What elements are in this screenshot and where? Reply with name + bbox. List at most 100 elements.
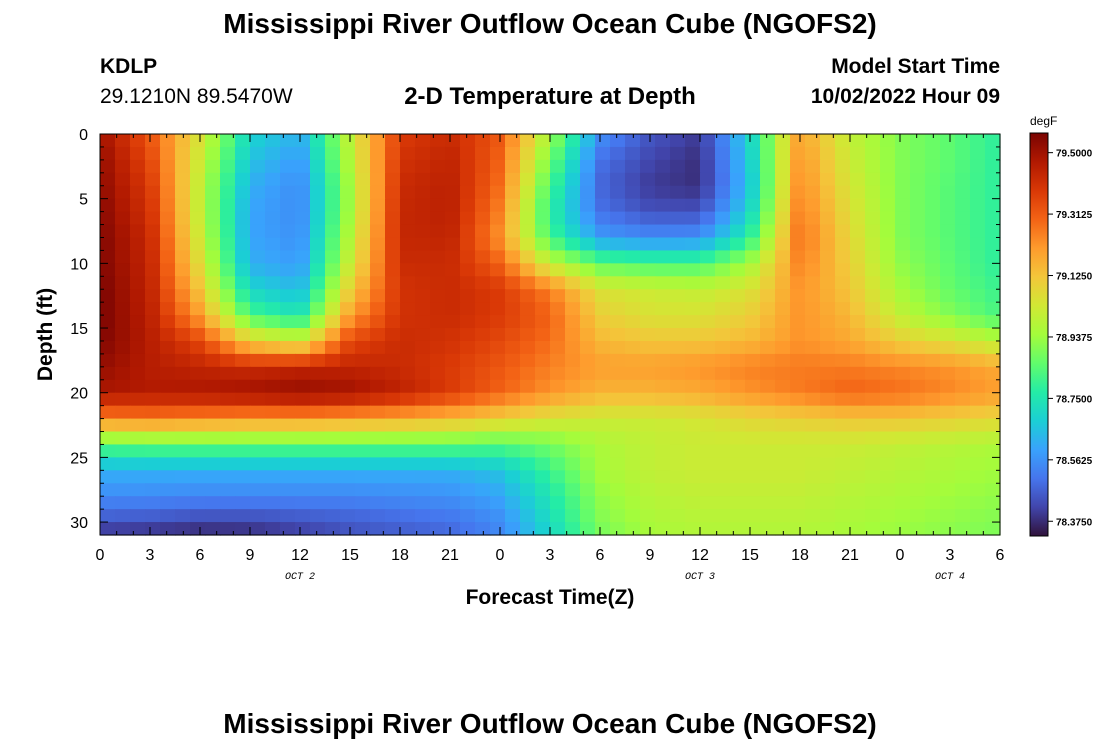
heatmap-cell <box>985 457 1001 471</box>
heatmap-cell <box>340 224 356 239</box>
heatmap-cell <box>385 302 401 316</box>
heatmap-cell <box>835 392 851 407</box>
heatmap-cell <box>100 366 116 381</box>
heatmap-cell <box>550 134 566 148</box>
heatmap-cell <box>280 353 296 368</box>
heatmap-cell <box>655 483 671 497</box>
heatmap-cell <box>475 263 491 277</box>
heatmap-cell <box>715 276 731 290</box>
heatmap-cell <box>490 146 506 161</box>
heatmap-cell <box>295 328 311 342</box>
heatmap-cell <box>760 263 776 277</box>
heatmap-cell <box>985 134 1001 148</box>
heatmap-cell <box>655 224 671 239</box>
heatmap-cell <box>895 224 911 239</box>
heatmap-cell <box>235 276 251 290</box>
heatmap-cell <box>775 198 791 213</box>
heatmap-cell <box>790 159 806 174</box>
heatmap-cell <box>325 198 341 213</box>
heatmap-cell <box>325 172 341 187</box>
heatmap-cell <box>340 289 356 303</box>
heatmap-cell <box>475 172 491 187</box>
heatmap-cell <box>985 250 1001 264</box>
heatmap-cell <box>955 392 971 407</box>
heatmap-cell <box>490 431 506 446</box>
heatmap-cell <box>820 457 836 471</box>
heatmap-cell <box>145 522 161 536</box>
heatmap-cell <box>250 392 266 407</box>
heatmap-cell <box>625 315 641 329</box>
heatmap-cell <box>235 302 251 316</box>
heatmap-cell <box>415 185 431 200</box>
heatmap-cell <box>535 353 551 368</box>
heatmap-cell <box>175 405 191 420</box>
heatmap-cell <box>760 444 776 458</box>
heatmap-cell <box>595 483 611 497</box>
heatmap-cell <box>370 483 386 497</box>
heatmap-cell <box>370 237 386 252</box>
heatmap-cell <box>175 185 191 200</box>
heatmap-cell <box>505 289 521 303</box>
heatmap-cell <box>775 509 791 523</box>
heatmap-cell <box>955 159 971 174</box>
heatmap-cell <box>505 198 521 213</box>
heatmap-cell <box>730 340 746 355</box>
heatmap-cell <box>205 328 221 342</box>
heatmap-cell <box>340 522 356 536</box>
heatmap-cell <box>580 185 596 200</box>
heatmap-cell <box>400 315 416 329</box>
heatmap-cell <box>580 224 596 239</box>
heatmap-cell <box>970 146 986 161</box>
heatmap-cell <box>640 198 656 213</box>
heatmap-cell <box>520 418 536 433</box>
heatmap-cell <box>565 172 581 187</box>
heatmap-cell <box>520 496 536 510</box>
heatmap-cell <box>145 289 161 303</box>
heatmap-cell <box>265 159 281 174</box>
heatmap-cell <box>925 353 941 368</box>
heatmap-cell <box>760 392 776 407</box>
heatmap-cell <box>190 366 206 381</box>
heatmap-cell <box>865 315 881 329</box>
heatmap-cell <box>805 496 821 510</box>
heatmap-cell <box>880 250 896 264</box>
heatmap-cell <box>535 457 551 471</box>
heatmap-cell <box>220 483 236 497</box>
heatmap-cell <box>670 224 686 239</box>
heatmap-cell <box>385 276 401 290</box>
heatmap-cell <box>595 457 611 471</box>
heatmap-cell <box>835 379 851 394</box>
heatmap-cell <box>790 405 806 420</box>
heatmap-cell <box>865 276 881 290</box>
heatmap-cell <box>280 483 296 497</box>
heatmap-cell <box>400 224 416 239</box>
heatmap-cell <box>160 263 176 277</box>
y-tick-label: 10 <box>70 256 88 273</box>
heatmap-cell <box>805 289 821 303</box>
heatmap-cell <box>565 496 581 510</box>
heatmap-cell <box>220 444 236 458</box>
heatmap-cell <box>550 431 566 446</box>
heatmap-cell <box>250 263 266 277</box>
heatmap-cell <box>535 431 551 446</box>
heatmap-cell <box>715 457 731 471</box>
heatmap-cell <box>670 159 686 174</box>
heatmap-cell <box>235 289 251 303</box>
heatmap-cell <box>640 263 656 277</box>
heatmap-cell <box>655 340 671 355</box>
heatmap-cell <box>970 185 986 200</box>
heatmap-cell <box>310 418 326 433</box>
heatmap-cell <box>505 366 521 381</box>
heatmap-cell <box>790 237 806 252</box>
heatmap-cell <box>970 172 986 187</box>
heatmap-cell <box>775 431 791 446</box>
heatmap-cell <box>895 509 911 523</box>
heatmap-cell <box>190 198 206 213</box>
heatmap-cell <box>955 250 971 264</box>
heatmap-cell <box>115 379 131 394</box>
heatmap-cell <box>175 276 191 290</box>
heatmap-cell <box>190 289 206 303</box>
heatmap-cell <box>670 379 686 394</box>
heatmap-cell <box>910 405 926 420</box>
heatmap-cell <box>190 483 206 497</box>
